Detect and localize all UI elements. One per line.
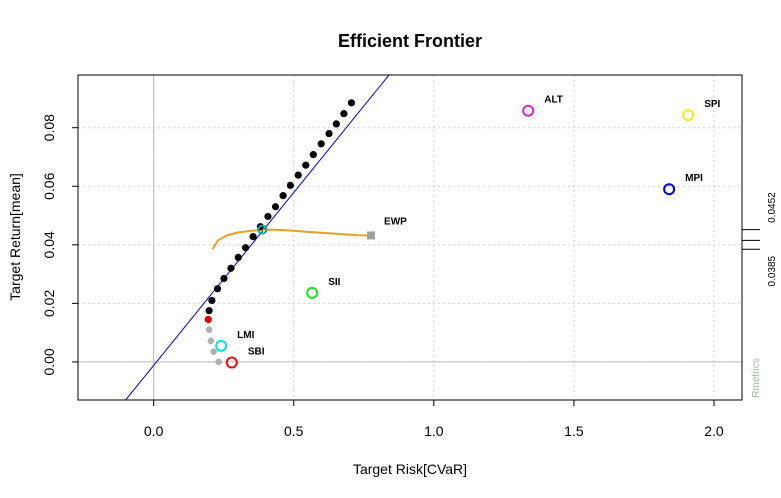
chart-title: Efficient Frontier: [338, 31, 482, 51]
frontier-point-4: [227, 264, 235, 272]
frontier-point-14: [302, 161, 310, 169]
asset-marker-sbi: [225, 356, 238, 369]
frontier-point-18: [332, 120, 340, 128]
inefficient-point-0: [205, 326, 213, 334]
y-tick-label-1: 0.02: [41, 290, 57, 317]
asset-label-lmi: LMI: [237, 330, 254, 341]
frontier-point-3: [220, 274, 228, 283]
frontier-point-11: [279, 192, 287, 200]
x-tick-label-0: 0.0: [144, 423, 164, 439]
ewp-marker: [367, 231, 376, 240]
tangency-point: [257, 224, 268, 235]
y-tick-label-2: 0.04: [41, 231, 57, 258]
x-axis-label: Target Risk[CVaR]: [353, 461, 467, 477]
frontier-point-5: [234, 253, 242, 262]
plot-area: 0.0 0.5 1.0 1.5 2.0 0.00 0.02 0.04 0.06 0.08 EWP SB…: [41, 74, 778, 439]
asset-marker-sii: [306, 286, 319, 299]
asset-label-sii: SII: [328, 277, 340, 288]
frontier-point-6: [241, 244, 250, 252]
plot-content: EWP SBI SPI SII LMI MPI ALT: [125, 75, 721, 400]
tangency-line: [125, 75, 390, 400]
min-variance-point: [204, 315, 212, 324]
x-tick-label-4: 2.0: [704, 423, 724, 439]
ewp-label: EWP: [384, 216, 407, 227]
frontier-point-7: [249, 233, 257, 241]
equal-weights-curve: [211, 228, 370, 250]
frontier-point-10: [271, 203, 280, 211]
frontier-point-9: [264, 212, 272, 221]
plot-frame: [77, 74, 743, 401]
asset-marker-mpi: [663, 183, 676, 196]
right-axis-label-0: 0.0385: [767, 255, 778, 286]
frontier-point-1: [208, 296, 216, 305]
frontier-point-15: [309, 151, 317, 159]
asset-label-sbi: SBI: [248, 347, 265, 358]
inefficient-point-2: [210, 348, 217, 355]
asset-marker-lmi: [215, 339, 228, 352]
x-tick-label-1: 0.5: [284, 423, 304, 439]
asset-label-mpi: MPI: [685, 173, 703, 184]
y-tick-label-4: 0.08: [41, 114, 57, 141]
inefficient-point-1: [207, 337, 215, 345]
asset-marker-spi: [682, 109, 695, 122]
frontier-point-20: [347, 99, 356, 107]
frontier-point-2: [213, 285, 222, 293]
asset-marker-alt: [522, 104, 535, 117]
asset-label-spi: SPI: [704, 99, 720, 110]
y-tick-label-0: 0.00: [41, 348, 57, 375]
frontier-point-16: [317, 140, 325, 148]
x-tick-label-3: 1.5: [564, 423, 584, 439]
right-axis-label-1: 0.0452: [767, 192, 778, 223]
y-axis-label: Target Return[mean]: [7, 173, 23, 301]
frontier-point-0: [205, 307, 213, 315]
asset-label-alt: ALT: [544, 95, 563, 106]
frontier-point-12: [286, 181, 294, 189]
frontier-point-19: [340, 110, 348, 118]
frontier-point-17: [325, 129, 333, 138]
inefficient-point-3: [215, 358, 222, 366]
frontier-point-13: [294, 171, 302, 179]
rmetrics-watermark: Rmetrics: [751, 358, 762, 397]
y-tick-label-3: 0.06: [41, 172, 57, 199]
x-tick-label-2: 1.0: [424, 423, 444, 439]
